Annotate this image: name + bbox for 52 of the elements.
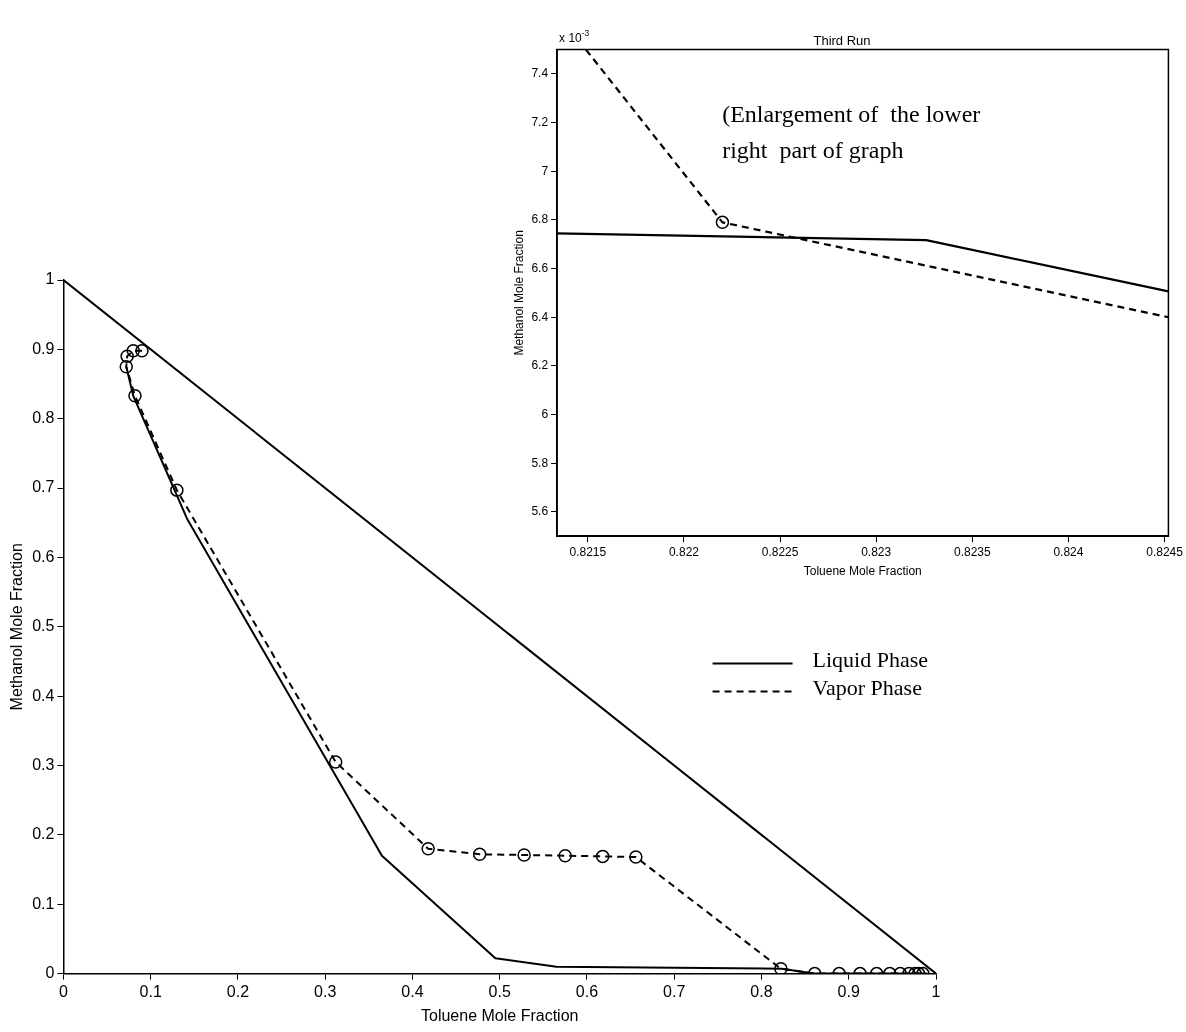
x-tick-label: 0.824 xyxy=(1053,544,1084,559)
point xyxy=(128,389,142,403)
y-tick-label: 5.6 xyxy=(531,504,549,519)
y-tick-label: 5.8 xyxy=(531,455,549,470)
y-tick-label: 0.3 xyxy=(32,755,55,773)
y-tick-label: 0.5 xyxy=(32,617,55,635)
x-tick-label: 0.5 xyxy=(488,982,511,1000)
y-tick-label: 0.4 xyxy=(32,686,55,704)
x-tick-label: 0.9 xyxy=(837,982,860,1000)
annotation: (Enlargement of the lower right part of graph xyxy=(722,100,981,163)
y-tick-label: 0.2 xyxy=(32,825,55,843)
x-tick-label: 0.7 xyxy=(663,982,686,1000)
legend-label: Vapor Phase xyxy=(812,675,922,701)
y-tick-label: 7.4 xyxy=(531,66,549,81)
x-axis-title: Toluene Mole Fraction xyxy=(803,564,922,579)
x-tick-label: 0.8245 xyxy=(1146,544,1184,559)
x-tick-label: 0.3 xyxy=(314,982,337,1000)
x-tick-label: 1 xyxy=(931,982,941,1000)
y-tick-label: 0.7 xyxy=(32,478,55,496)
y-tick-label: 0.1 xyxy=(32,894,55,912)
legend-label: Liquid Phase xyxy=(812,647,929,673)
y-tick-label: 6.6 xyxy=(531,260,549,275)
point xyxy=(119,359,134,374)
x-tick-label: 0.1 xyxy=(139,982,162,1000)
point xyxy=(135,344,149,358)
x-tick-label: 0 xyxy=(58,982,68,1000)
y-axis-title: Methanol Mole Fraction xyxy=(8,543,26,711)
y-tick-label: 0.8 xyxy=(32,409,55,427)
x-tick-label: 0.6 xyxy=(575,982,599,1000)
x-tick-label: 0.8215 xyxy=(569,544,607,559)
y-tick-label: 6.2 xyxy=(531,358,549,373)
point xyxy=(170,483,184,497)
y-tick-label: 6.8 xyxy=(531,212,549,227)
y-axis-title: Methanol Mole Fraction xyxy=(511,230,526,356)
y-tick-label: 1 xyxy=(45,270,55,288)
y-tick-label: 6.4 xyxy=(531,309,549,324)
x-tick-label: 0.8225 xyxy=(761,544,799,559)
y-tick-label: 6 xyxy=(541,406,549,421)
x-tick-label: 0.8 xyxy=(750,982,773,1000)
x-tick-label: 0.8235 xyxy=(953,544,992,559)
x-axis-title: Toluene Mole Fraction xyxy=(421,1006,579,1024)
y-tick-label: 7.2 xyxy=(531,114,549,129)
x-tick-label: 0.823 xyxy=(861,544,892,559)
point xyxy=(120,349,134,364)
x-tick-label: 0.2 xyxy=(226,982,250,1000)
chart-title: Third Run xyxy=(813,33,871,49)
y-tick-label: 0.9 xyxy=(32,339,55,357)
y-tick-label: 7 xyxy=(541,163,549,178)
x-tick-label: 0.4 xyxy=(401,982,424,1000)
x-tick-label: 0.822 xyxy=(668,544,700,559)
y-tick-label: 0 xyxy=(45,964,55,982)
point xyxy=(126,344,140,358)
